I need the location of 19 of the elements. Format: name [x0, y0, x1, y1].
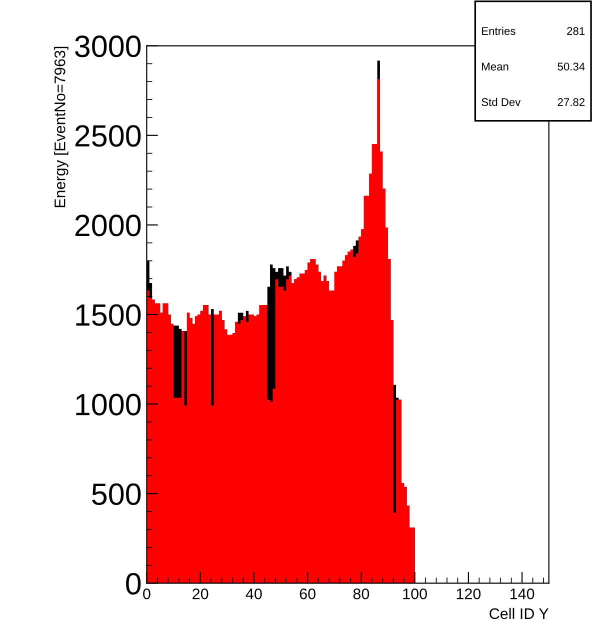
y-tick-label: 1500 [76, 304, 141, 326]
x-tick-label: 60 [300, 588, 316, 600]
x-tick-label: 120 [456, 588, 481, 600]
text: Std Dev 27.82 [482, 98, 585, 106]
y-tick-label: 2000 [75, 214, 141, 236]
x-tick-label: 20 [192, 588, 208, 600]
y-tick-label: 2500 [75, 125, 141, 147]
text: Mean 50.34 [482, 62, 585, 71]
x-tick-label: 80 [353, 588, 370, 600]
y-axis-title: Energy [EventNo=7963] [54, 46, 68, 208]
y-tick-label: 500 [92, 483, 141, 506]
x-tick-label: 0 [143, 588, 150, 600]
x-axis-title: Cell ID Y [490, 608, 549, 620]
x-tick-label: 100 [403, 588, 427, 600]
x-tick-label: 140 [510, 588, 534, 600]
y-tick-label: 1000 [76, 394, 141, 416]
x-tick-label: 40 [246, 588, 262, 600]
y-tick-label: 3000 [75, 36, 141, 58]
text: Entries 281 [482, 26, 585, 35]
